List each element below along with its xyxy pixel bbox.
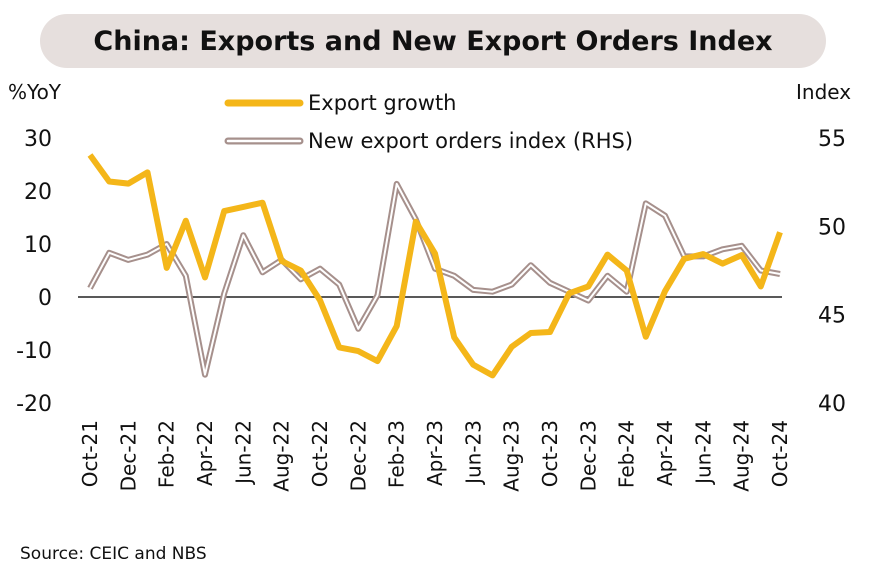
x-axis-tick-label: Aug-23 [500,420,524,492]
left-axis-tick-label: 20 [24,180,52,205]
x-axis-tick-label: Apr-24 [653,420,677,486]
x-axis-tick-label: Oct-23 [538,420,562,487]
x-axis-tick-label: Jun-23 [461,420,485,486]
x-axis-tick-label: Dec-21 [116,420,140,491]
right-axis-tick-label: 55 [818,127,846,152]
x-axis-tick-label: Apr-23 [423,420,447,486]
series-line-new-export-orders-inner [89,182,781,376]
x-axis-tick-label: Dec-23 [576,420,600,491]
left-axis-tick-label: -10 [16,339,52,364]
legend-label-new-export-orders: New export orders index (RHS) [308,129,633,153]
left-axis-unit-label: %YoY [8,80,62,104]
right-axis-tick-label: 50 [818,215,846,240]
right-axis-tick-label: 40 [818,392,846,417]
x-axis-tick-label: Feb-22 [155,420,179,488]
left-axis-tick-label: 0 [38,286,52,311]
series-line-export-growth [87,153,783,379]
x-axis-tick-label: Aug-24 [730,420,754,492]
x-axis-tick-label: Jun-22 [231,420,255,486]
source-note: Source: CEIC and NBS [20,544,207,564]
x-axis-tick-label: Feb-24 [615,420,639,488]
left-axis-tick-label: 10 [24,233,52,258]
chart-plot: 30 20 10 0 -10 -20 55 50 45 40 Oct-21 Dec-21 Feb-22 A… [16,91,846,492]
chart-title-banner: China: Exports and New Export Orders Ind… [40,14,826,68]
left-axis-tick-label: -20 [16,392,52,417]
legend-label-export-growth: Export growth [308,91,457,115]
series-line-new-export-orders-outer [87,180,781,378]
chart-title: China: Exports and New Export Orders Ind… [93,25,773,57]
x-axis-tick-label: Oct-21 [78,420,102,487]
right-axis-tick-label: 45 [818,304,846,329]
x-axis-tick-label: Jun-24 [691,420,715,486]
x-axis-tick-label: Feb-23 [385,420,409,488]
x-axis-tick-label: Aug-22 [270,420,294,492]
x-axis-tick-label: Oct-22 [308,420,332,487]
x-axis-tick-label: Apr-22 [193,420,217,486]
x-axis-tick-label: Oct-24 [768,420,792,487]
right-axis-unit-label: Index [796,80,852,104]
left-axis-tick-label: 30 [24,127,52,152]
x-axis-tick-label: Dec-22 [346,420,370,491]
